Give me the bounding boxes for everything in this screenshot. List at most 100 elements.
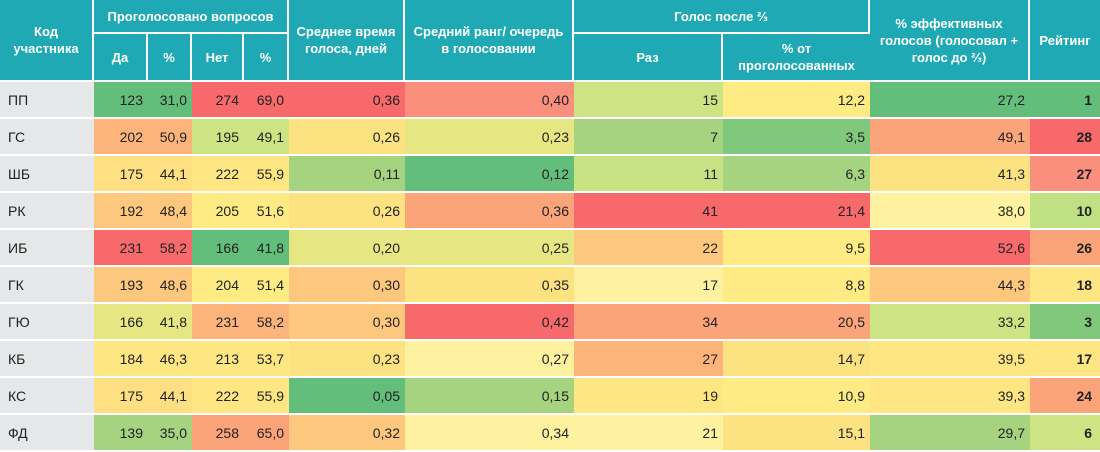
header-after-pct-label: % от проголосованных xyxy=(738,41,855,73)
cell-after-pct: 8,8 xyxy=(723,267,871,304)
table-row[interactable]: ФД 139 35,0 258 65,0 0,32 0,34 21 15,1 29,7 6 xyxy=(0,415,1100,452)
header-avg-rank[interactable]: Средний ранг/ очередь в голосовании xyxy=(405,0,574,82)
cell-no-pct: 41,8 xyxy=(244,230,289,267)
header-yes-pct[interactable]: % xyxy=(148,34,192,82)
cell-code: КБ xyxy=(0,341,94,378)
cell-avg-rank: 0,34 xyxy=(405,415,574,452)
cell-effective: 39,5 xyxy=(870,341,1031,378)
cell-yes: 202 xyxy=(94,119,148,156)
header-after-pct[interactable]: % от проголосованных xyxy=(723,34,871,82)
cell-rating: 3 xyxy=(1030,304,1100,341)
cell-avg-rank: 0,15 xyxy=(405,378,574,415)
table-row[interactable]: ГС 202 50,9 195 49,1 0,26 0,23 7 3,5 49,1 28 xyxy=(0,119,1100,156)
cell-code: ШБ xyxy=(0,156,94,193)
cell-yes: 166 xyxy=(94,304,148,341)
cell-after-times: 15 xyxy=(574,82,723,119)
header-avg-time-label: Среднее время голоса, дней xyxy=(296,24,396,56)
table-row[interactable]: ИБ 231 58,2 166 41,8 0,20 0,25 22 9,5 52,6 26 xyxy=(0,230,1100,267)
cell-yes-pct: 46,3 xyxy=(148,341,192,378)
cell-after-times: 17 xyxy=(574,267,723,304)
cell-effective: 38,0 xyxy=(870,193,1031,230)
table-row[interactable]: ШБ 175 44,1 222 55,9 0,11 0,12 11 6,3 41,3 27 xyxy=(0,156,1100,193)
cell-avg-time: 0,30 xyxy=(289,304,405,341)
header-yes-pct-label: % xyxy=(163,49,175,65)
cell-after-times: 11 xyxy=(574,156,723,193)
cell-rating: 1 xyxy=(1030,82,1100,119)
header-no[interactable]: Нет xyxy=(192,34,244,82)
cell-avg-rank: 0,40 xyxy=(405,82,574,119)
cell-after-times: 27 xyxy=(574,341,723,378)
header-yes[interactable]: Да xyxy=(94,34,148,82)
header-code[interactable]: Код участника xyxy=(0,0,94,82)
header-effective-label: % эффективных голосов (голосовал + голос… xyxy=(879,15,1019,65)
cell-avg-rank: 0,36 xyxy=(405,193,574,230)
cell-yes: 123 xyxy=(94,82,148,119)
cell-no-pct: 53,7 xyxy=(244,341,289,378)
cell-avg-time: 0,20 xyxy=(289,230,405,267)
cell-after-times: 21 xyxy=(574,415,723,452)
cell-after-times: 19 xyxy=(574,378,723,415)
header-no-pct-label: % xyxy=(259,49,272,65)
header-voted[interactable]: Проголосовано вопросов xyxy=(94,0,289,34)
cell-no-pct: 51,6 xyxy=(244,193,289,230)
cell-no: 258 xyxy=(192,415,244,452)
cell-after-pct: 3,5 xyxy=(723,119,871,156)
cell-no-pct: 69,0 xyxy=(244,82,289,119)
cell-after-pct: 6,3 xyxy=(723,156,871,193)
header-after-times[interactable]: Раз xyxy=(574,34,723,82)
cell-code: РК xyxy=(0,193,94,230)
cell-no-pct: 55,9 xyxy=(244,156,289,193)
cell-yes: 231 xyxy=(94,230,148,267)
cell-yes: 184 xyxy=(94,341,148,378)
header-effective[interactable]: % эффективных голосов (голосовал + голос… xyxy=(870,0,1031,82)
cell-no: 204 xyxy=(192,267,244,304)
cell-yes-pct: 58,2 xyxy=(148,230,192,267)
cell-rating: 24 xyxy=(1030,378,1100,415)
cell-yes: 175 xyxy=(94,156,148,193)
cell-avg-rank: 0,12 xyxy=(405,156,574,193)
cell-yes-pct: 31,0 xyxy=(148,82,192,119)
header-voted-label: Проголосовано вопросов xyxy=(107,8,274,24)
header-avg-time[interactable]: Среднее время голоса, дней xyxy=(289,0,405,82)
cell-no: 222 xyxy=(192,378,244,415)
cell-no-pct: 58,2 xyxy=(244,304,289,341)
cell-yes-pct: 44,1 xyxy=(148,156,192,193)
header-no-pct[interactable]: % xyxy=(244,34,289,82)
cell-yes: 139 xyxy=(94,415,148,452)
cell-yes: 175 xyxy=(94,378,148,415)
cell-yes-pct: 48,4 xyxy=(148,193,192,230)
cell-effective: 44,3 xyxy=(870,267,1031,304)
cell-avg-time: 0,32 xyxy=(289,415,405,452)
table-row[interactable]: ПП 123 31,0 274 69,0 0,36 0,40 15 12,2 27,2 1 xyxy=(0,82,1100,119)
cell-rating: 26 xyxy=(1030,230,1100,267)
cell-no: 166 xyxy=(192,230,244,267)
table-row[interactable]: КБ 184 46,3 213 53,7 0,23 0,27 27 14,7 39,5 17 xyxy=(0,341,1100,378)
cell-effective: 39,3 xyxy=(870,378,1031,415)
cell-yes-pct: 50,9 xyxy=(148,119,192,156)
cell-yes-pct: 44,1 xyxy=(148,378,192,415)
table-row[interactable]: РК 192 48,4 205 51,6 0,26 0,36 41 21,4 38,0 10 xyxy=(0,193,1100,230)
header-after[interactable]: Голос после ⅔ xyxy=(574,0,871,34)
cell-code: КС xyxy=(0,378,94,415)
cell-after-times: 22 xyxy=(574,230,723,267)
table-row[interactable]: ГК 193 48,6 204 51,4 0,30 0,35 17 8,8 44,3 18 xyxy=(0,267,1100,304)
cell-effective: 27,2 xyxy=(870,82,1031,119)
header-no-label: Нет xyxy=(205,49,229,65)
table-row[interactable]: КС 175 44,1 222 55,9 0,05 0,15 19 10,9 39,3 24 xyxy=(0,378,1100,415)
cell-avg-rank: 0,25 xyxy=(405,230,574,267)
cell-rating: 10 xyxy=(1030,193,1100,230)
cell-after-times: 34 xyxy=(574,304,723,341)
table-row[interactable]: ГЮ 166 41,8 231 58,2 0,30 0,42 34 20,5 33,2 3 xyxy=(0,304,1100,341)
header-rating-label: Рейтинг xyxy=(1039,32,1091,48)
cell-no: 205 xyxy=(192,193,244,230)
cell-after-pct: 21,4 xyxy=(723,193,871,230)
cell-code: ГЮ xyxy=(0,304,94,341)
cell-effective: 41,3 xyxy=(870,156,1031,193)
cell-no: 274 xyxy=(192,82,244,119)
cell-effective: 33,2 xyxy=(870,304,1031,341)
cell-no: 213 xyxy=(192,341,244,378)
header-after-times-label: Раз xyxy=(636,49,659,65)
cell-avg-time: 0,11 xyxy=(289,156,405,193)
header-rating[interactable]: Рейтинг xyxy=(1030,0,1100,82)
